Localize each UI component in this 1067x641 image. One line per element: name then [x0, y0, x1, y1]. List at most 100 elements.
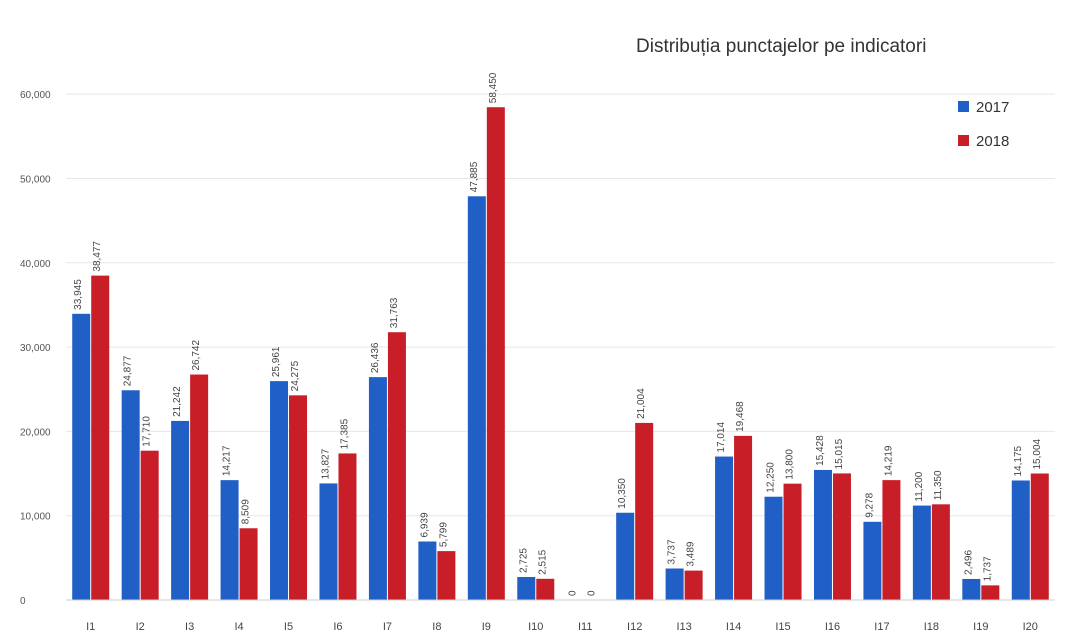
x-tick-label: I16 — [825, 621, 840, 633]
data-label-2017-I16: 15,428 — [815, 435, 826, 466]
x-tick-label: I17 — [874, 621, 889, 633]
label-layer: I1 33,945 38,477 I2 24,877 17,710 I3 21,242 26,7… — [73, 72, 1043, 633]
data-label-2018-I12: 21,004 — [636, 388, 647, 419]
bar-2018-I7 — [387, 332, 406, 600]
bar-2017-I16 — [813, 469, 832, 600]
bar-2018-I13 — [684, 570, 703, 600]
legend-label-2018: 2018 — [976, 133, 1009, 150]
data-label-2017-I2: 24,877 — [123, 355, 134, 386]
bar-2018-I5 — [289, 395, 308, 600]
data-label-2018-I1: 38,477 — [92, 241, 103, 272]
bar-2018-I15 — [783, 483, 802, 600]
bar-2017-I12 — [616, 512, 635, 600]
data-label-2018-I16: 15,015 — [834, 438, 845, 469]
x-tick-label: I15 — [775, 621, 790, 633]
bar-2017-I5 — [270, 381, 289, 600]
data-label-2017-I12: 10,350 — [617, 478, 628, 509]
data-label-2018-I3: 26,742 — [191, 340, 202, 371]
bar-2018-I10 — [536, 578, 555, 600]
data-label-2018-I10: 2,515 — [537, 549, 548, 574]
data-label-2018-I17: 14,219 — [883, 445, 894, 476]
bar-2017-I14 — [715, 456, 734, 600]
bar-2018-I20 — [1030, 473, 1049, 600]
bar-2017-I2 — [121, 390, 140, 600]
bar-2018-I2 — [140, 450, 159, 600]
bar-2017-I13 — [665, 568, 684, 600]
x-tick-label: I12 — [627, 621, 642, 633]
data-label-2017-I5: 25,961 — [271, 346, 282, 377]
data-label-2018-I13: 3,489 — [686, 541, 697, 566]
bar-2018-I1 — [91, 275, 110, 600]
chart-title: Distribuția punctajelor pe indicatori — [636, 36, 926, 57]
legend-label-2017: 2017 — [976, 99, 1009, 116]
bar-2017-I6 — [319, 483, 338, 600]
data-label-2017-I14: 17,014 — [716, 422, 727, 453]
data-label-2018-I4: 8,509 — [241, 499, 252, 524]
bar-2017-I20 — [1011, 480, 1030, 600]
bar-2018-I16 — [832, 473, 851, 600]
data-label-2017-I11: 0 — [568, 590, 579, 596]
y-tick-label: 40,000 — [20, 259, 51, 270]
data-label-2017-I17: 9,278 — [864, 492, 875, 517]
bar-2018-I8 — [437, 551, 456, 600]
data-label-2017-I19: 2,496 — [963, 549, 974, 574]
legend-swatch-2018 — [958, 135, 969, 146]
bar-2018-I3 — [190, 374, 209, 600]
data-label-2018-I5: 24,275 — [290, 360, 301, 391]
bar-2018-I6 — [338, 453, 357, 600]
y-tick-label: 20,000 — [20, 427, 51, 438]
bar-2017-I18 — [912, 505, 931, 600]
x-tick-label: I1 — [86, 621, 95, 633]
bar-2017-I15 — [764, 496, 783, 600]
data-label-2018-I6: 17,385 — [339, 418, 350, 449]
bar-2017-I4 — [220, 480, 239, 600]
bar-2017-I9 — [467, 196, 486, 601]
legend-swatch-2017 — [958, 101, 969, 112]
bar-layer — [72, 107, 1049, 601]
x-tick-label: I10 — [528, 621, 543, 633]
x-tick-label: I5 — [284, 621, 293, 633]
bar-2017-I10 — [517, 577, 536, 600]
data-label-2017-I3: 21,242 — [172, 386, 183, 417]
data-label-2018-I20: 15,004 — [1032, 438, 1043, 469]
x-tick-label: I9 — [482, 621, 491, 633]
x-tick-label: I4 — [234, 621, 243, 633]
y-tick-label: 50,000 — [20, 174, 51, 185]
x-tick-label: I13 — [676, 621, 691, 633]
x-tick-label: I14 — [726, 621, 741, 633]
data-label-2017-I13: 3,737 — [667, 539, 678, 564]
bar-2018-I9 — [486, 107, 505, 601]
bar-2017-I7 — [368, 377, 387, 600]
x-tick-label: I20 — [1023, 621, 1038, 633]
y-tick-label: 10,000 — [20, 512, 51, 523]
bar-2018-I14 — [734, 435, 753, 600]
x-tick-label: I11 — [578, 621, 592, 633]
data-label-2017-I8: 6,939 — [419, 512, 430, 537]
data-label-2017-I18: 11,200 — [914, 471, 925, 501]
bar-2018-I18 — [931, 504, 950, 600]
x-tick-label: I7 — [383, 621, 392, 633]
legend: 2017 2018 — [958, 99, 1009, 150]
data-label-2018-I2: 17,710 — [142, 416, 153, 447]
y-tick-label: 0 — [20, 596, 26, 607]
data-label-2017-I10: 2,725 — [518, 548, 529, 573]
bar-2018-I17 — [882, 480, 901, 600]
x-tick-label: I6 — [333, 621, 342, 633]
x-tick-label: I2 — [136, 621, 145, 633]
bar-2018-I19 — [981, 585, 1000, 600]
y-tick-label: 60,000 — [20, 90, 51, 101]
data-label-2018-I19: 1,737 — [982, 556, 993, 581]
bar-2017-I1 — [72, 313, 91, 600]
data-label-2017-I1: 33,945 — [73, 279, 84, 310]
data-label-2017-I6: 13,827 — [320, 448, 331, 479]
data-label-2018-I15: 13,800 — [785, 449, 796, 480]
data-label-2017-I9: 47,885 — [469, 161, 480, 192]
bar-2017-I3 — [171, 420, 190, 600]
y-tick-label: 30,000 — [20, 343, 51, 354]
data-label-2017-I20: 14,175 — [1013, 445, 1024, 476]
data-label-2018-I9: 58,450 — [488, 72, 499, 103]
data-label-2018-I14: 19,468 — [735, 401, 746, 432]
data-label-2017-I15: 12,250 — [766, 462, 777, 493]
